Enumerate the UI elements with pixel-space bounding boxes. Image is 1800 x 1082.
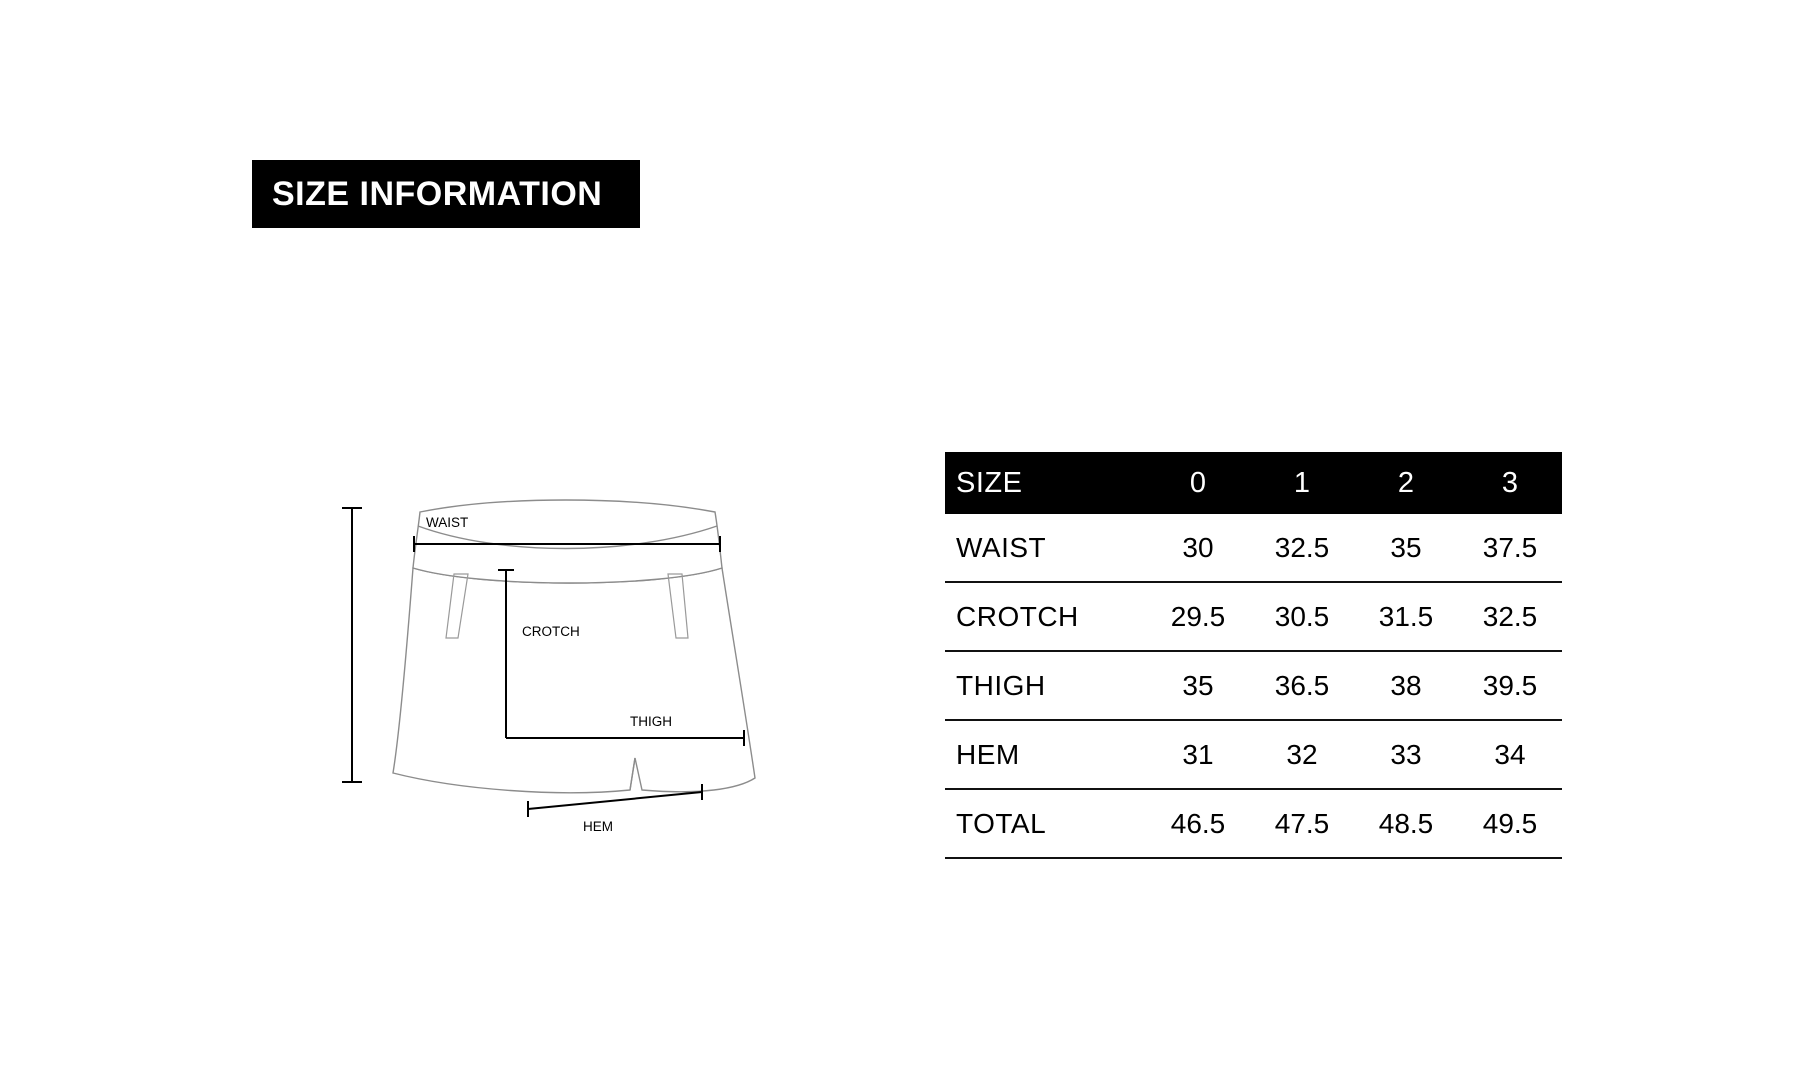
table-row: TOTAL 46.5 47.5 48.5 49.5 xyxy=(945,789,1562,858)
table-row: THIGH 35 36.5 38 39.5 xyxy=(945,651,1562,720)
cell-thigh-2: 38 xyxy=(1390,669,1422,701)
row-label-waist: WAIST xyxy=(956,531,1047,563)
waistband-outline xyxy=(412,499,723,584)
waistband-seam-line xyxy=(417,525,718,550)
table-row: CROTCH 29.5 30.5 31.5 32.5 xyxy=(945,582,1562,651)
cell-total-2: 48.5 xyxy=(1378,807,1434,839)
row-label-hem: HEM xyxy=(956,738,1020,770)
cell-hem-0: 31 xyxy=(1182,738,1214,770)
table-header-row: SIZE 0 1 2 3 xyxy=(945,452,1562,514)
header-cell-size-0: 0 xyxy=(1189,466,1207,499)
cell-waist-2: 35 xyxy=(1390,531,1422,563)
cell-total-3: 49.5 xyxy=(1482,807,1538,839)
waist-label: WAIST xyxy=(426,515,468,530)
cell-waist-3: 37.5 xyxy=(1482,531,1538,563)
cell-crotch-0: 29.5 xyxy=(1170,600,1226,632)
cell-waist-1: 32.5 xyxy=(1274,531,1330,563)
cell-thigh-3: 39.5 xyxy=(1482,669,1538,701)
page-title: SIZE INFORMATION xyxy=(272,174,603,213)
cell-crotch-2: 31.5 xyxy=(1378,600,1434,632)
cell-hem-1: 32 xyxy=(1286,738,1318,770)
cell-total-1: 47.5 xyxy=(1274,807,1330,839)
cell-hem-2: 33 xyxy=(1390,738,1422,770)
right-pocket-icon xyxy=(667,573,689,639)
page-title-banner: SIZE INFORMATION xyxy=(252,160,640,228)
header-cell-size: SIZE xyxy=(956,466,1023,499)
header-cell-size-3: 3 xyxy=(1501,466,1519,499)
cell-thigh-1: 36.5 xyxy=(1274,669,1330,701)
cell-crotch-3: 32.5 xyxy=(1482,600,1538,632)
header-cell-size-1: 1 xyxy=(1293,466,1311,499)
inseam-notch-line xyxy=(629,757,636,791)
left-pocket-icon xyxy=(445,573,469,639)
cell-thigh-0: 35 xyxy=(1182,669,1214,701)
size-chart-table: SIZE 0 1 2 3 WAIST 30 32.5 35 37.5 CROTC… xyxy=(945,452,1562,859)
cell-crotch-1: 30.5 xyxy=(1274,600,1330,632)
row-label-crotch: CROTCH xyxy=(956,600,1079,632)
shorts-diagram: TOTAL WAIST CROTCH THIGH HEM xyxy=(330,490,800,880)
table-row: HEM 31 32 33 34 xyxy=(945,720,1562,789)
crotch-label: CROTCH xyxy=(522,624,580,639)
row-label-thigh: THIGH xyxy=(956,669,1046,701)
row-label-total: TOTAL xyxy=(956,807,1047,839)
thigh-label: THIGH xyxy=(630,714,672,729)
table-row: WAIST 30 32.5 35 37.5 xyxy=(945,514,1562,582)
cell-waist-0: 30 xyxy=(1182,531,1214,563)
header-cell-size-2: 2 xyxy=(1397,466,1415,499)
cell-hem-3: 34 xyxy=(1494,738,1526,770)
cell-total-0: 46.5 xyxy=(1170,807,1226,839)
hem-label: HEM xyxy=(583,819,613,834)
shorts-body-outline xyxy=(392,567,756,794)
hem-dimension-line xyxy=(527,791,703,810)
